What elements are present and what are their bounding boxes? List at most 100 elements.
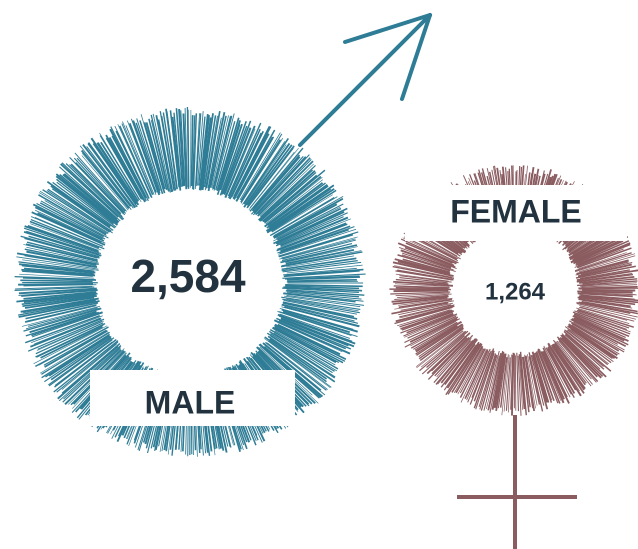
ray — [413, 321, 462, 350]
ray — [573, 314, 626, 338]
ray — [577, 308, 634, 328]
ray — [59, 166, 121, 222]
ray — [246, 144, 293, 206]
ray — [169, 110, 180, 188]
ray — [402, 237, 457, 264]
ray — [31, 311, 103, 337]
ray — [281, 308, 358, 333]
ray — [282, 258, 357, 270]
ray — [581, 300, 638, 313]
ray — [27, 225, 99, 252]
ray — [574, 253, 636, 273]
ray — [573, 236, 629, 263]
ray — [145, 122, 166, 190]
ray — [248, 147, 294, 206]
ray — [570, 318, 619, 345]
ray — [436, 338, 472, 378]
ray — [60, 163, 119, 218]
ray — [459, 348, 486, 398]
ray — [267, 342, 328, 390]
ray — [287, 279, 357, 282]
ray — [576, 247, 632, 269]
ray — [26, 250, 97, 267]
ray — [38, 194, 107, 235]
ray — [281, 306, 359, 328]
ray — [279, 238, 356, 260]
ray — [415, 323, 463, 355]
ray — [574, 248, 624, 268]
ray — [14, 286, 95, 292]
ray — [280, 216, 349, 247]
ray — [576, 307, 630, 324]
ray — [239, 132, 281, 201]
male-count: 2,584 — [130, 250, 246, 302]
ray — [240, 139, 282, 203]
ray — [473, 348, 495, 402]
ray — [404, 316, 459, 343]
ray — [195, 113, 202, 187]
ray — [459, 348, 485, 394]
ray — [282, 287, 359, 293]
ray — [398, 298, 453, 309]
ray — [276, 223, 348, 252]
ray — [190, 115, 194, 187]
ray — [563, 330, 612, 372]
ray — [398, 297, 453, 306]
ray — [252, 154, 310, 216]
ray — [550, 344, 585, 394]
ray — [578, 255, 636, 273]
ray — [555, 341, 592, 387]
ray — [109, 128, 147, 199]
ray — [282, 239, 356, 260]
ray — [25, 302, 99, 320]
ray — [262, 169, 326, 223]
ray — [27, 318, 105, 352]
ray — [260, 164, 316, 218]
ray — [52, 181, 116, 229]
ray — [535, 351, 555, 401]
ray — [39, 192, 108, 234]
ray — [285, 246, 358, 263]
ray — [269, 330, 335, 372]
ray — [110, 126, 149, 202]
ray — [21, 289, 98, 297]
ray — [579, 288, 638, 290]
ray — [203, 115, 217, 188]
ray — [128, 122, 157, 193]
ray — [267, 335, 336, 383]
ray — [182, 113, 188, 190]
ray — [22, 295, 98, 308]
ray — [47, 188, 112, 232]
ray — [48, 337, 115, 386]
ray — [280, 318, 349, 347]
ray — [273, 325, 346, 362]
ray — [148, 118, 168, 190]
ray — [282, 302, 358, 320]
ray — [263, 175, 322, 224]
ray — [186, 107, 190, 189]
ray — [578, 295, 638, 304]
ray — [572, 311, 631, 335]
ray — [24, 225, 100, 253]
ray — [391, 295, 449, 303]
ray — [571, 322, 620, 352]
ray — [199, 115, 210, 191]
ray — [399, 304, 455, 319]
ray — [259, 163, 314, 217]
ray — [401, 311, 454, 331]
ray — [556, 340, 593, 385]
ray — [122, 121, 154, 195]
ray — [108, 137, 146, 203]
ray — [434, 334, 474, 377]
ray — [279, 313, 350, 339]
ray — [453, 345, 483, 393]
ray — [74, 162, 125, 214]
ray — [577, 292, 633, 298]
ray — [580, 306, 635, 322]
ray — [519, 354, 526, 410]
ray — [21, 305, 101, 327]
ray — [551, 343, 586, 391]
ray — [440, 339, 478, 388]
ray — [24, 248, 99, 265]
ray — [284, 275, 360, 280]
